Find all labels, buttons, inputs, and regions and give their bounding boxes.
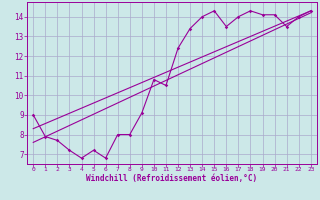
X-axis label: Windchill (Refroidissement éolien,°C): Windchill (Refroidissement éolien,°C) — [86, 174, 258, 183]
